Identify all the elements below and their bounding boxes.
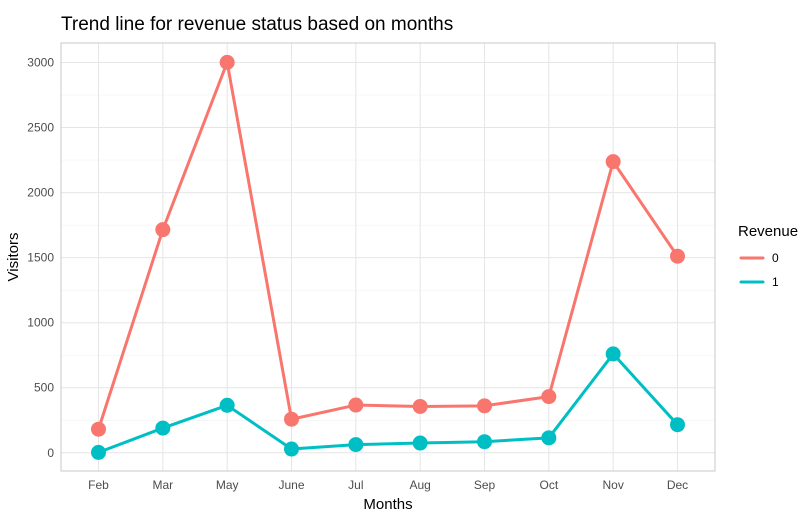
x-tick-label: Nov (602, 478, 623, 492)
data-point-0 (284, 411, 299, 427)
x-tick-label: Feb (88, 478, 109, 492)
grid (61, 43, 715, 471)
data-point-1 (541, 430, 557, 446)
data-point-0 (412, 398, 428, 414)
legend-label-0: 0 (772, 251, 779, 265)
x-tick-label: Mar (152, 478, 173, 492)
data-point-1 (477, 434, 492, 450)
data-point-1 (605, 346, 621, 362)
data-point-0 (91, 421, 106, 437)
y-tick-label: 1500 (27, 251, 54, 265)
legend-title: Revenue (738, 223, 798, 240)
data-point-0 (541, 389, 557, 405)
y-tick-label: 2000 (27, 186, 54, 200)
data-point-1 (412, 435, 428, 451)
data-point-0 (670, 248, 685, 264)
series-line-1 (97, 352, 679, 454)
data-point-1 (155, 420, 171, 436)
x-tick-label: Oct (539, 478, 558, 492)
data-point-0 (477, 398, 492, 414)
data-point-0 (348, 397, 364, 413)
series-line-0 (97, 60, 679, 431)
legend-items: 01 (739, 251, 779, 289)
x-tick-label: Sep (474, 478, 496, 492)
data-point-1 (219, 397, 235, 413)
data-point-1 (348, 437, 364, 453)
chart-title: Trend line for revenue status based on m… (61, 14, 453, 35)
plot-panel-border (60, 42, 716, 472)
data-point-1 (670, 417, 685, 433)
data-point-1 (284, 441, 299, 457)
axis-layer: 0 500 1000 1500 2000 2500 3000 Feb Mar May June Jul… (27, 56, 688, 492)
y-tick-label: 500 (34, 381, 54, 395)
legend: Revenue 01 (738, 223, 798, 289)
x-tick-label: Dec (667, 478, 688, 492)
data-point-0 (219, 54, 235, 70)
y-tick-label: 3000 (27, 56, 54, 70)
x-tick-label: Aug (409, 478, 430, 492)
y-tick-label: 1000 (27, 316, 54, 330)
data-point-0 (155, 222, 171, 238)
series-layer (91, 54, 685, 460)
x-tick-label: Jul (348, 478, 363, 492)
y-tick-label: 2500 (27, 121, 54, 135)
x-axis-title: Months (363, 496, 412, 513)
x-tick-label: May (216, 478, 239, 492)
data-point-1 (91, 444, 106, 460)
x-tick-label: June (278, 478, 304, 492)
legend-label-1: 1 (772, 275, 779, 289)
data-point-0 (605, 154, 621, 170)
y-tick-label: 0 (47, 446, 54, 460)
y-axis-title: Visitors (5, 233, 22, 282)
